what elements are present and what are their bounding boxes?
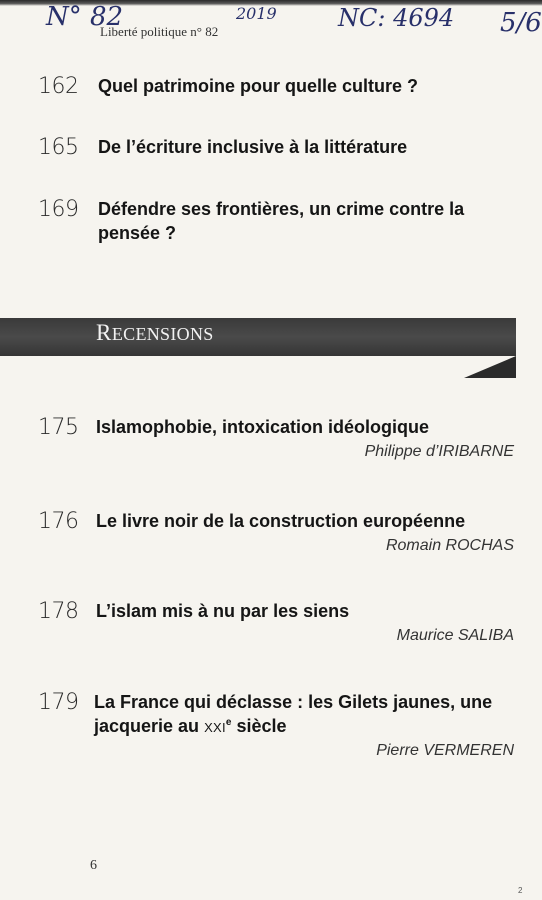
review-author: Romain ROCHAS <box>385 537 514 554</box>
handwritten-issue-number: N° 82 <box>46 2 124 32</box>
review-title: L’islam mis à nu par les siens <box>96 601 350 621</box>
review-author: Philippe d’IRIBARNE <box>364 443 514 460</box>
page-folio: 6 <box>90 858 97 873</box>
review-author: Maurice SALIBA <box>396 627 514 644</box>
toc-page-number: 162 <box>38 74 79 99</box>
review-page-number: 179 <box>38 690 79 715</box>
running-head: Liberté politique n° 82 <box>100 24 219 39</box>
review-title: Islamophobie, intoxication idéologique <box>96 417 430 437</box>
handwritten-page-fraction: 5/6 <box>500 8 542 38</box>
toc-page-number: 165 <box>38 135 79 160</box>
section-corner-triangle <box>464 356 516 378</box>
toc-title-line: pensée ? <box>98 223 177 243</box>
review-page-number: 178 <box>38 599 79 624</box>
review-title-line: La France qui déclasse : les Gilets jaun… <box>94 692 493 712</box>
scan-edge <box>0 0 542 6</box>
section-title-initial: R <box>96 320 112 345</box>
review-title-line-end: siècle <box>231 716 287 736</box>
review-title: Le livre noir de la construction europée… <box>96 511 466 531</box>
section-band <box>0 318 516 356</box>
toc-title: De l’écriture inclusive à la littérature <box>98 137 408 157</box>
scan-speck: 2 <box>518 886 523 895</box>
review-page-number: 176 <box>38 509 79 534</box>
toc-title: Défendre ses frontières, un crime contre… <box>98 197 508 245</box>
review-page-number: 175 <box>38 415 79 440</box>
century-small-caps: XXI <box>204 720 226 735</box>
handwritten-catalog-code: NC: 4694 <box>338 4 455 32</box>
toc-title: Quel patrimoine pour quelle culture ? <box>98 76 419 96</box>
review-title-line: jacquerie au <box>94 716 205 736</box>
toc-page-number: 169 <box>38 197 79 222</box>
toc-title-line: Défendre ses frontières, un crime contre… <box>98 199 465 219</box>
review-title: La France qui déclasse : les Gilets jaun… <box>94 690 504 740</box>
handwritten-year: 2019 <box>236 4 277 23</box>
section-title: RECENSIONS <box>96 320 214 346</box>
section-title-rest: ECENSIONS <box>111 324 214 344</box>
century-superscript: e <box>225 717 232 728</box>
review-author: Pierre VERMEREN <box>376 742 514 759</box>
